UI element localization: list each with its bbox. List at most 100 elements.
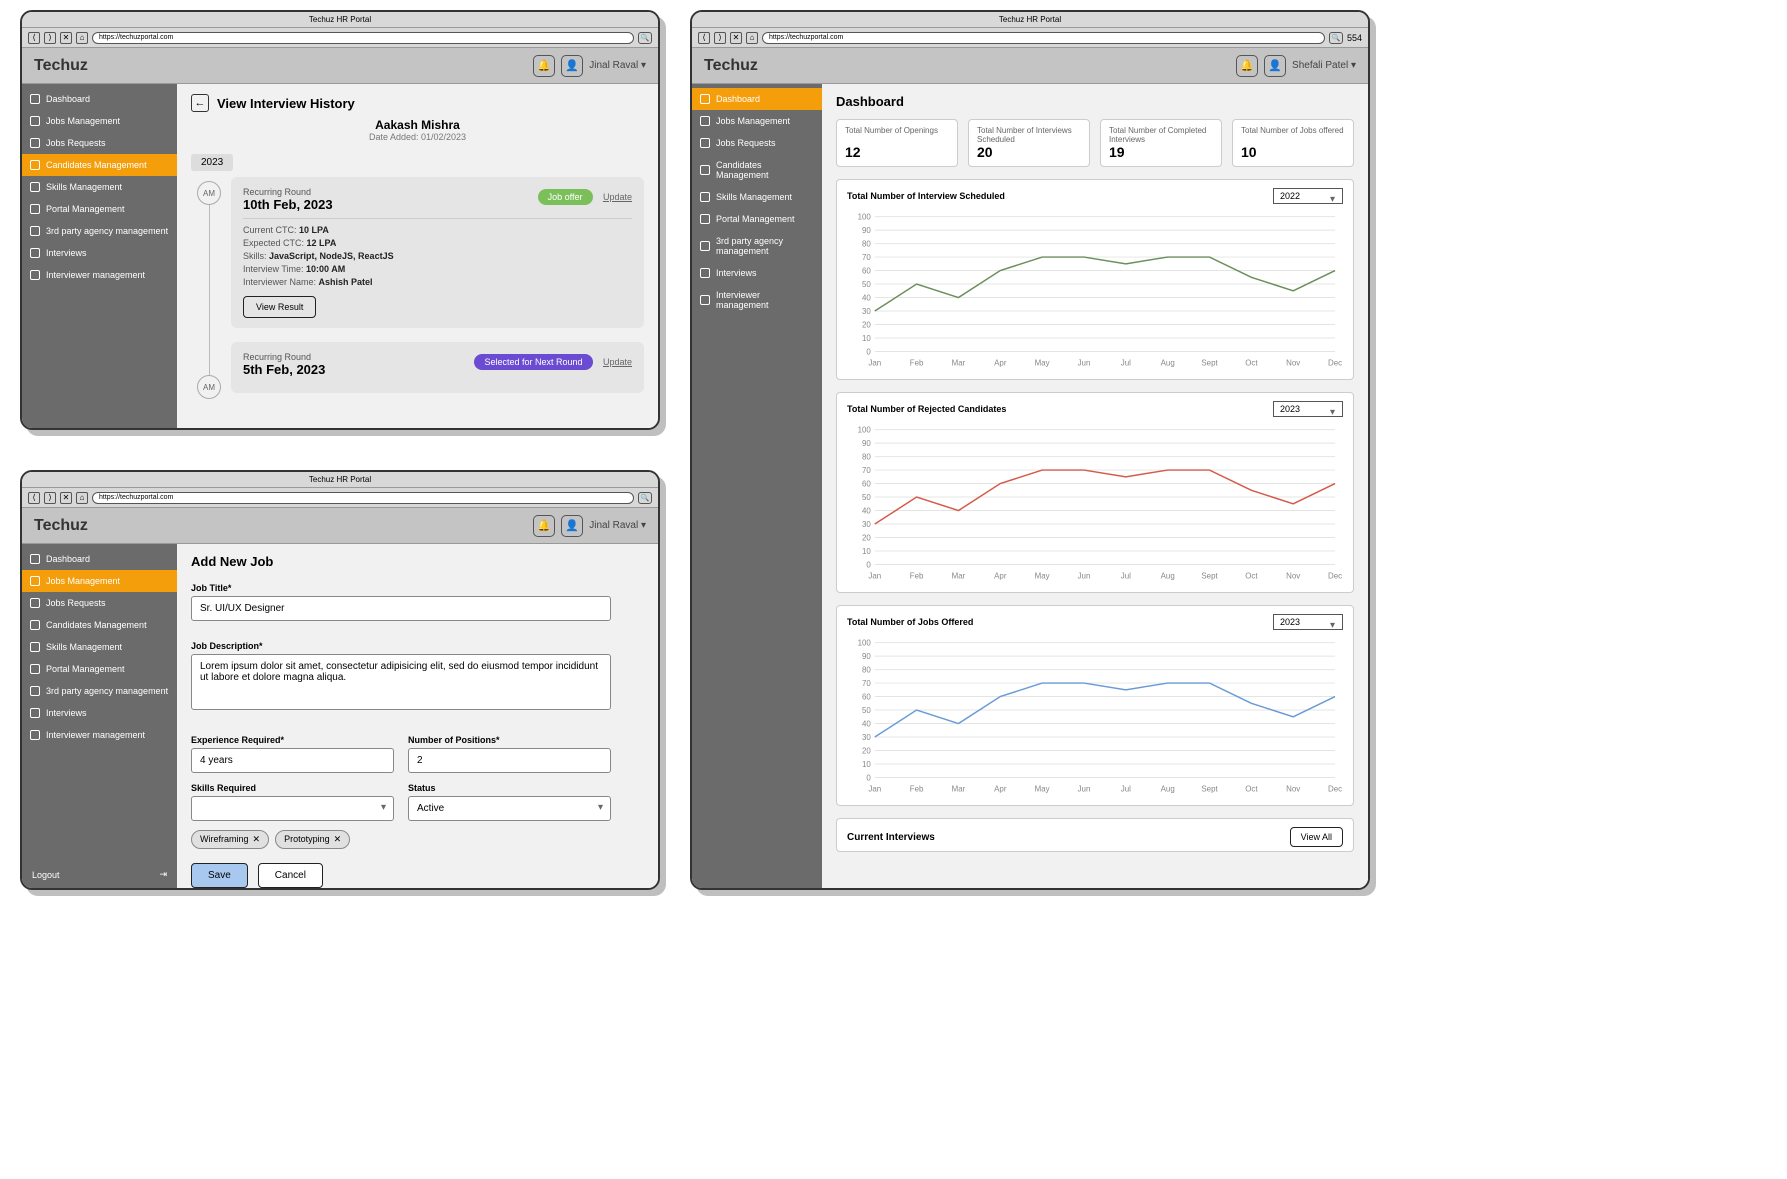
sidebar-item-label: 3rd party agency management <box>46 226 168 236</box>
back-button[interactable]: ← <box>191 94 209 112</box>
chart-panel: Total Number of Interview Scheduled20220… <box>836 179 1354 380</box>
svg-text:50: 50 <box>862 493 871 502</box>
svg-text:Mar: Mar <box>952 784 966 793</box>
nav-home-icon[interactable]: ⌂ <box>76 32 88 44</box>
user-avatar-icon[interactable]: 👤 <box>1264 55 1286 77</box>
sidebar-item-label: Portal Management <box>716 214 795 224</box>
sidebar-item-skills-management[interactable]: Skills Management <box>22 176 177 198</box>
sidebar-item-candidates-management[interactable]: Candidates Management <box>22 614 177 636</box>
sidebar-item-jobs-management[interactable]: Jobs Management <box>692 110 822 132</box>
sidebar-item-interviewer-management[interactable]: Interviewer management <box>692 284 822 316</box>
url-field[interactable]: https://techuzportal.com <box>92 492 634 504</box>
sidebar-item-skills-management[interactable]: Skills Management <box>22 636 177 658</box>
update-link[interactable]: Update <box>603 192 632 202</box>
sidebar-item-label: Jobs Management <box>46 116 120 126</box>
svg-text:80: 80 <box>862 666 871 675</box>
update-link[interactable]: Update <box>603 357 632 367</box>
input-positions[interactable] <box>408 748 611 773</box>
search-icon[interactable]: 🔍 <box>638 492 652 504</box>
svg-text:Aug: Aug <box>1161 571 1175 580</box>
sidebar-item-dashboard[interactable]: Dashboard <box>22 88 177 110</box>
nav-home-icon[interactable]: ⌂ <box>746 32 758 44</box>
sidebar-item-3rd-party-agency-management[interactable]: 3rd party agency management <box>22 220 177 242</box>
year-select[interactable]: 2022 <box>1273 188 1343 204</box>
svg-text:100: 100 <box>858 213 872 222</box>
nav-close-icon[interactable]: ✕ <box>60 492 72 504</box>
sidebar-item-interviewer-management[interactable]: Interviewer management <box>22 264 177 286</box>
user-avatar-icon[interactable]: 👤 <box>561 515 583 537</box>
user-menu[interactable]: Jinal Raval ▾ <box>589 520 646 531</box>
sidebar-item-label: Skills Management <box>46 182 122 192</box>
sidebar-item-candidates-management[interactable]: Candidates Management <box>692 154 822 186</box>
nav-fwd-icon[interactable]: ⟩ <box>714 32 726 44</box>
search-icon[interactable]: 🔍 <box>1329 32 1343 44</box>
select-status[interactable] <box>408 796 611 821</box>
sidebar-item-label: Jobs Management <box>46 576 120 586</box>
nav-back-icon[interactable]: ⟨ <box>28 492 40 504</box>
brand-logo: Techuz <box>704 57 758 75</box>
nav-fwd-icon[interactable]: ⟩ <box>44 32 56 44</box>
input-job-title[interactable] <box>191 596 611 621</box>
bell-icon[interactable]: 🔔 <box>1236 55 1258 77</box>
nav-back-icon[interactable]: ⟨ <box>698 32 710 44</box>
sidebar-item-interviewer-management[interactable]: Interviewer management <box>22 724 177 746</box>
sidebar-item-3rd-party-agency-management[interactable]: 3rd party agency management <box>22 680 177 702</box>
sidebar-item-portal-management[interactable]: Portal Management <box>22 658 177 680</box>
sidebar-item-interviews[interactable]: Interviews <box>692 262 822 284</box>
search-icon[interactable]: 🔍 <box>638 32 652 44</box>
checkbox-icon <box>30 204 40 214</box>
sidebar-item-portal-management[interactable]: Portal Management <box>22 198 177 220</box>
skill-tag[interactable]: Prototyping✕ <box>275 830 350 849</box>
sidebar-item-interviews[interactable]: Interviews <box>22 242 177 264</box>
view-result-button[interactable]: View Result <box>243 296 316 318</box>
nav-close-icon[interactable]: ✕ <box>730 32 742 44</box>
cancel-button[interactable]: Cancel <box>258 863 323 888</box>
url-field[interactable]: https://techuzportal.com <box>92 32 634 44</box>
svg-text:10: 10 <box>862 334 871 343</box>
sidebar-item-dashboard[interactable]: Dashboard <box>692 88 822 110</box>
save-button[interactable]: Save <box>191 863 248 888</box>
sidebar-item-jobs-management[interactable]: Jobs Management <box>22 110 177 132</box>
select-skills[interactable] <box>191 796 394 821</box>
view-all-button[interactable]: View All <box>1290 827 1343 847</box>
year-select[interactable]: 2023 <box>1273 614 1343 630</box>
user-menu[interactable]: Jinal Raval ▾ <box>589 60 646 71</box>
sidebar-item-3rd-party-agency-management[interactable]: 3rd party agency management <box>692 230 822 262</box>
user-avatar-icon[interactable]: 👤 <box>561 55 583 77</box>
sidebar-item-jobs-management[interactable]: Jobs Management <box>22 570 177 592</box>
input-experience[interactable] <box>191 748 394 773</box>
sidebar-item-skills-management[interactable]: Skills Management <box>692 186 822 208</box>
logout-button[interactable]: Logout⇥ <box>22 861 177 888</box>
remove-tag-icon[interactable]: ✕ <box>334 834 342 845</box>
label-experience: Experience Required* <box>191 735 394 745</box>
sidebar-item-jobs-requests[interactable]: Jobs Requests <box>692 132 822 154</box>
sidebar-item-jobs-requests[interactable]: Jobs Requests <box>22 592 177 614</box>
sidebar-item-label: Candidates Management <box>46 160 147 170</box>
sidebar-item-interviews[interactable]: Interviews <box>22 702 177 724</box>
bell-icon[interactable]: 🔔 <box>533 55 555 77</box>
svg-text:Jan: Jan <box>868 358 881 367</box>
skill-tag[interactable]: Wireframing✕ <box>191 830 269 849</box>
nav-close-icon[interactable]: ✕ <box>60 32 72 44</box>
textarea-job-description[interactable]: Lorem ipsum dolor sit amet, consectetur … <box>191 654 611 710</box>
sidebar-item-portal-management[interactable]: Portal Management <box>692 208 822 230</box>
checkbox-icon <box>30 94 40 104</box>
timeline-node: AM <box>197 375 221 399</box>
bell-icon[interactable]: 🔔 <box>533 515 555 537</box>
remove-tag-icon[interactable]: ✕ <box>253 834 261 845</box>
sidebar-item-candidates-management[interactable]: Candidates Management <box>22 154 177 176</box>
svg-text:20: 20 <box>862 746 871 755</box>
nav-back-icon[interactable]: ⟨ <box>28 32 40 44</box>
sidebar-item-label: Interviews <box>716 268 757 278</box>
browser-window-dashboard: Techuz HR Portal ⟨ ⟩ ✕ ⌂ https://techuzp… <box>690 10 1370 890</box>
interview-card: Recurring Round 5th Feb, 2023 Selected f… <box>231 342 644 393</box>
svg-text:40: 40 <box>862 720 871 729</box>
brand-logo: Techuz <box>34 57 88 75</box>
nav-fwd-icon[interactable]: ⟩ <box>44 492 56 504</box>
nav-home-icon[interactable]: ⌂ <box>76 492 88 504</box>
url-field[interactable]: https://techuzportal.com <box>762 32 1325 44</box>
user-menu[interactable]: Shefali Patel ▾ <box>1292 60 1356 71</box>
sidebar-item-jobs-requests[interactable]: Jobs Requests <box>22 132 177 154</box>
sidebar-item-dashboard[interactable]: Dashboard <box>22 548 177 570</box>
year-select[interactable]: 2023 <box>1273 401 1343 417</box>
